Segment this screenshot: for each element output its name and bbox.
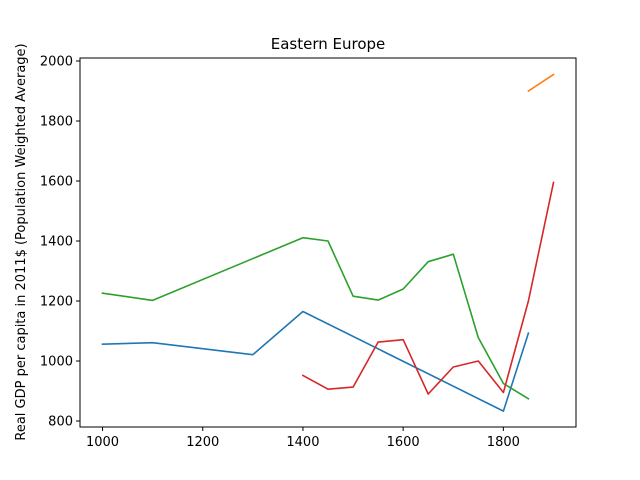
y-axis: 800 1000 1200 1400 1600 1800 2000 — [40, 55, 80, 430]
series-layer — [101, 73, 555, 412]
y-tick-label-2: 1000 — [40, 355, 73, 370]
series-line-3 — [101, 236, 530, 400]
series-line-1 — [101, 310, 530, 412]
y-tick-label-1: 800 — [48, 415, 73, 430]
plot-frame — [79, 57, 577, 428]
x-axis: 1000 1200 1400 1600 1800 — [86, 427, 520, 450]
y-axis-label: Real GDP per capita in 2011$ (Population… — [14, 43, 29, 440]
series-line-2 — [527, 73, 555, 93]
y-tick-label-4: 1400 — [40, 235, 73, 250]
y-tick-label-7: 2000 — [40, 55, 73, 70]
chart-title: Eastern Europe — [271, 35, 386, 53]
x-tick-label-3: 1400 — [286, 435, 319, 450]
y-tick-label-5: 1600 — [40, 175, 73, 190]
x-tick-label-5: 1800 — [487, 435, 520, 450]
x-tick-label-4: 1600 — [387, 435, 420, 450]
y-tick-label-3: 1200 — [40, 295, 73, 310]
series-line-4 — [301, 181, 555, 395]
x-tick-label-1: 1000 — [86, 435, 119, 450]
x-tick-label-2: 1200 — [186, 435, 219, 450]
y-tick-label-6: 1800 — [40, 115, 73, 130]
